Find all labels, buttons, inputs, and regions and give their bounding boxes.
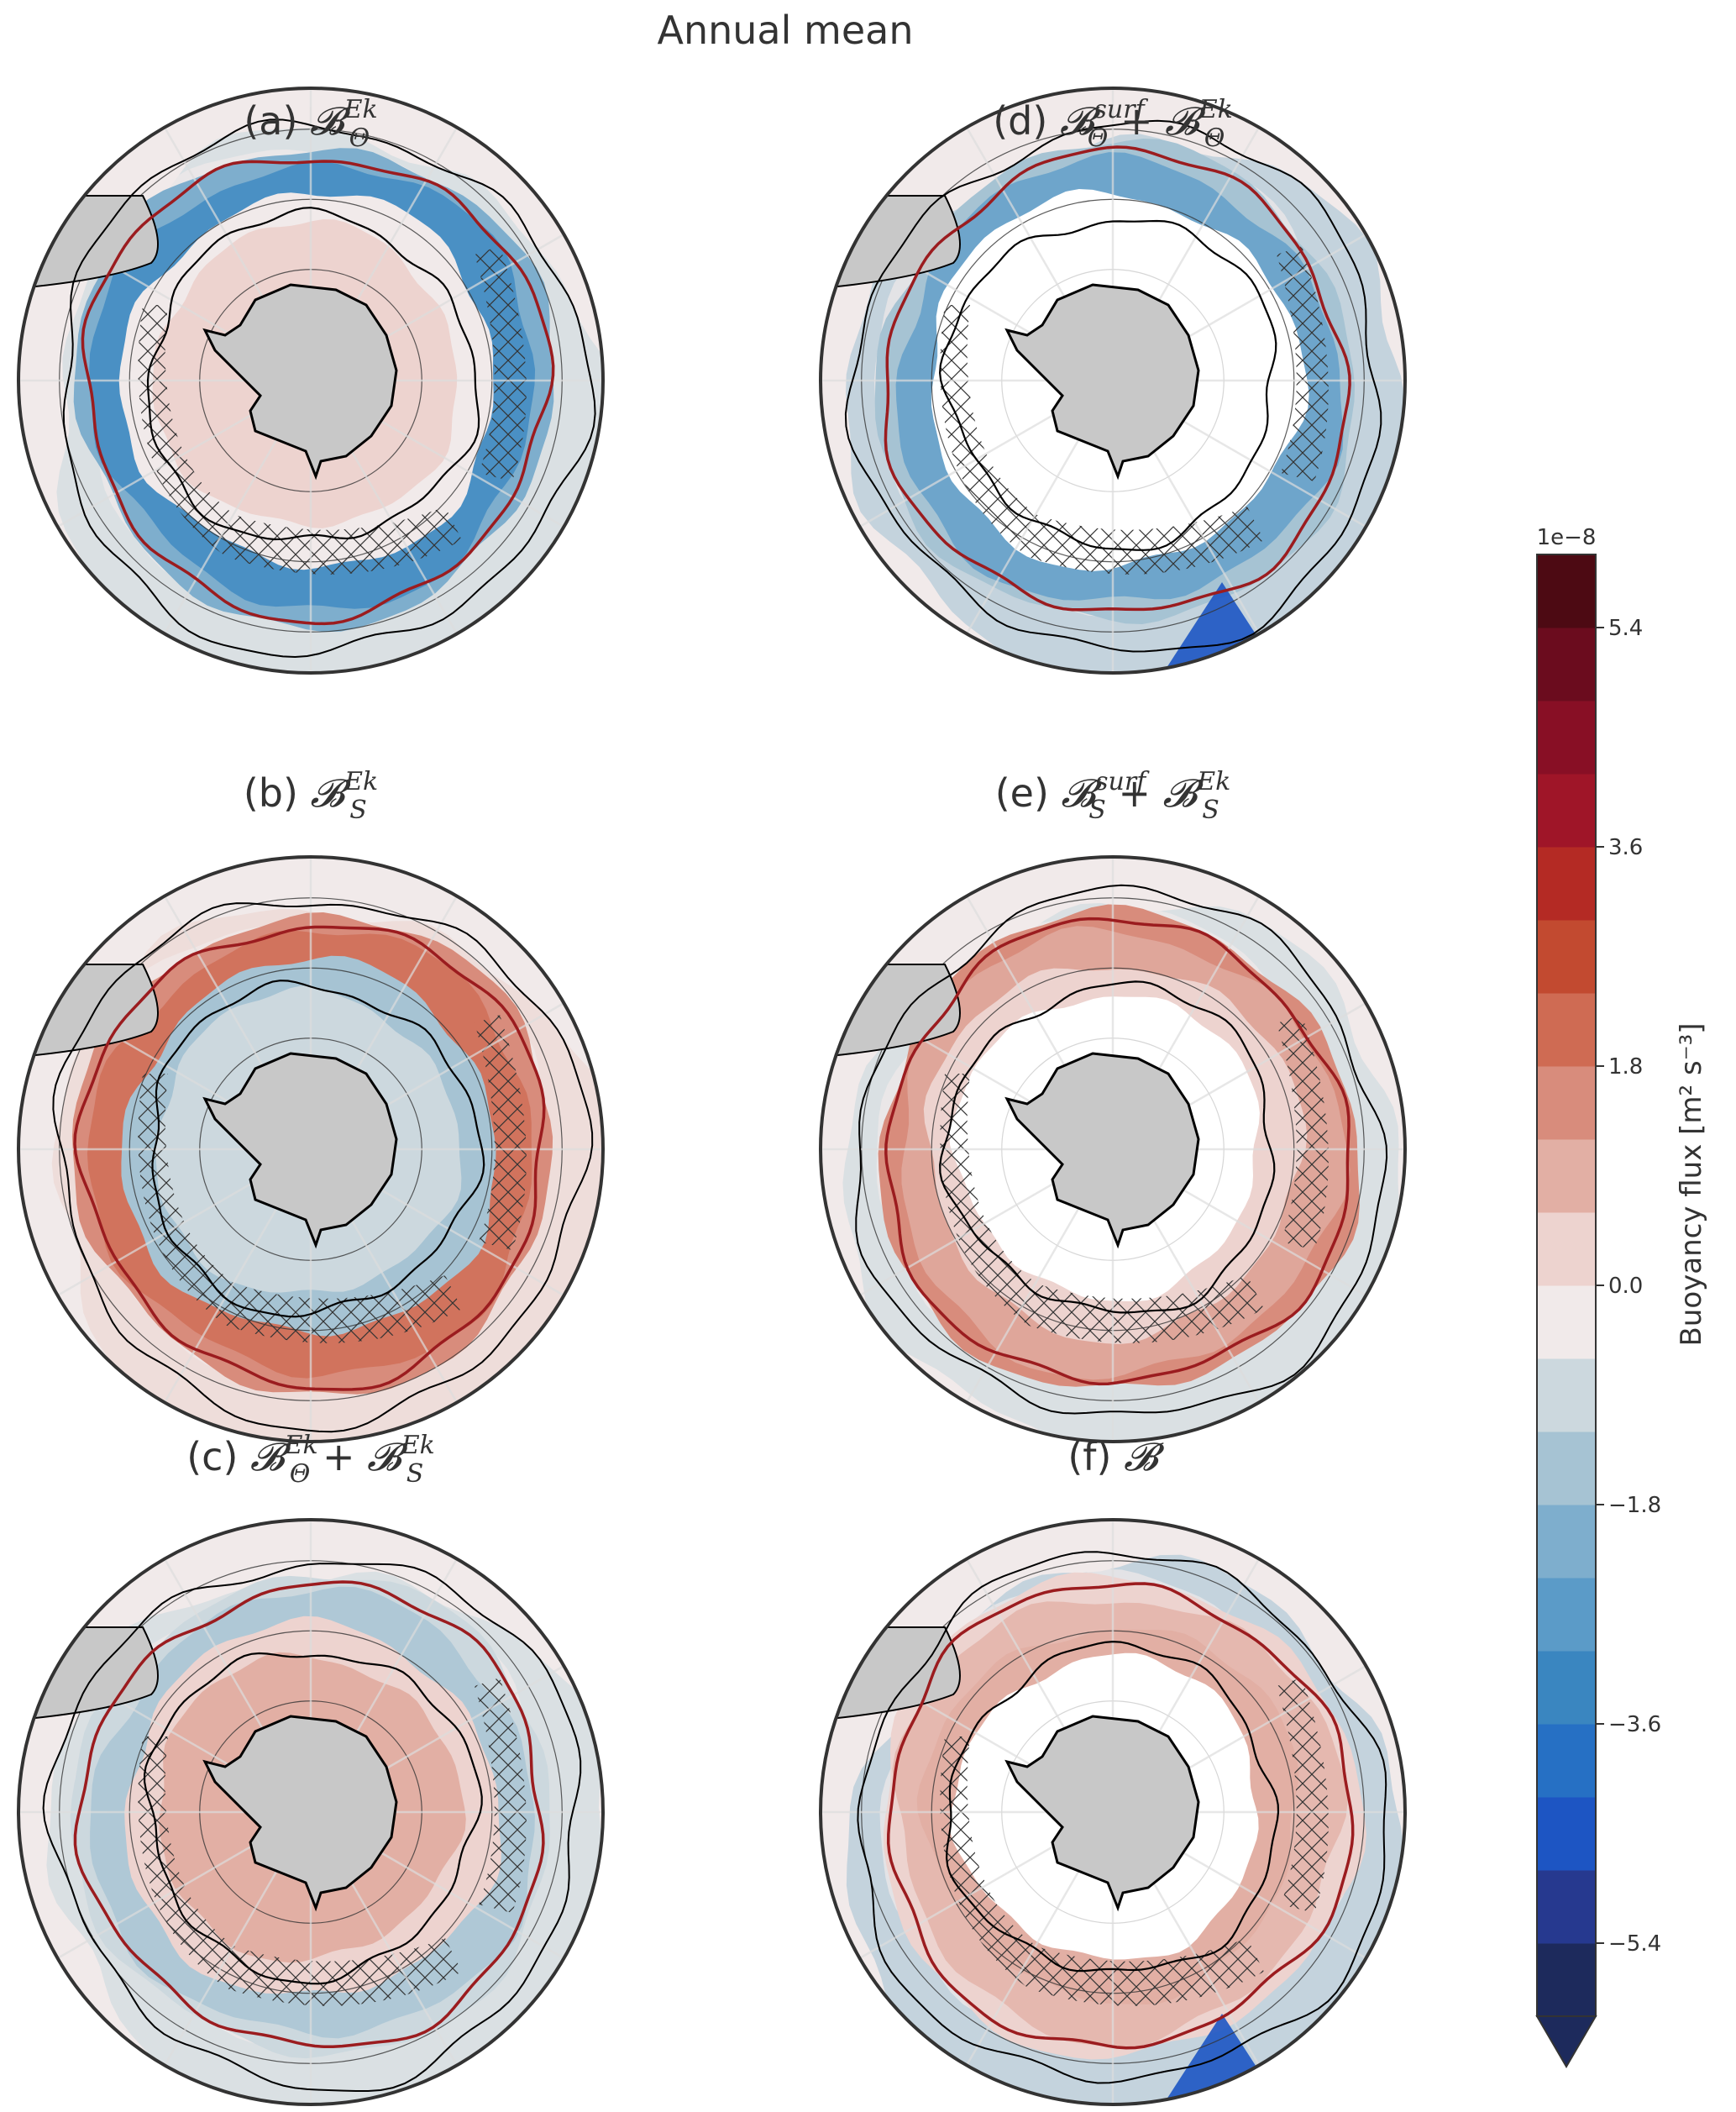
zero-contour bbox=[151, 980, 485, 1318]
map-border bbox=[17, 855, 605, 1443]
hatch-region bbox=[940, 1074, 1264, 1343]
colorbar-bin bbox=[1537, 847, 1596, 921]
hatch-region bbox=[475, 1015, 527, 1250]
colorbar-bin bbox=[1537, 993, 1596, 1067]
hatch-region bbox=[1277, 1015, 1329, 1250]
front-contour bbox=[73, 1580, 545, 2049]
colorbar-tick-label: 1.8 bbox=[1608, 1054, 1643, 1080]
colorbar-bin bbox=[1537, 1651, 1596, 1725]
colorbar-bin bbox=[1537, 1578, 1596, 1652]
zero-contour bbox=[144, 1652, 483, 1985]
zero-contour bbox=[939, 980, 1276, 1314]
colorbar-bin bbox=[1537, 1432, 1596, 1505]
zero-contour bbox=[146, 207, 480, 541]
colorbar-bin bbox=[1537, 1505, 1596, 1579]
map-border bbox=[819, 87, 1407, 675]
colorbar-bin bbox=[1537, 554, 1596, 628]
colorbar-tick-label: −5.4 bbox=[1608, 1931, 1661, 1957]
colorbar-bin bbox=[1537, 774, 1596, 848]
map-border bbox=[17, 1518, 605, 2106]
colorbar-bin bbox=[1537, 1066, 1596, 1140]
colorbar-bin bbox=[1537, 1358, 1596, 1432]
hatch-region bbox=[475, 246, 527, 481]
front-contour bbox=[884, 917, 1351, 1386]
zero-contour bbox=[844, 119, 1382, 653]
colorbar-label: Buoyancy flux [m² s⁻³] bbox=[1675, 1022, 1708, 1346]
panel-c: (c) 𝓑Ek Θ + 𝓑Ek S bbox=[17, 1431, 605, 2106]
hatch-region bbox=[1277, 1678, 1329, 1913]
panel-title-a: (a) 𝓑Ek Θ bbox=[244, 95, 377, 153]
panel-a: (a) 𝓑Ek Θ bbox=[17, 87, 605, 675]
hatch-region bbox=[138, 305, 462, 575]
zero-contour bbox=[855, 884, 1388, 1415]
hatch-region bbox=[940, 305, 1264, 575]
panel-e: (e) 𝓑surf S + 𝓑Ek S bbox=[819, 767, 1407, 1443]
hatch-region bbox=[138, 1736, 462, 2006]
colorbar-bin bbox=[1537, 1212, 1596, 1286]
front-contour bbox=[81, 160, 555, 626]
colorbar-tick-label: −3.6 bbox=[1608, 1712, 1661, 1737]
map-border bbox=[819, 1518, 1407, 2106]
antarctica bbox=[202, 1715, 398, 1912]
antarctica bbox=[1004, 1715, 1200, 1912]
antarctica bbox=[202, 1052, 398, 1249]
colorbar-tick-label: 3.6 bbox=[1608, 835, 1643, 860]
panel-d: (d) 𝓑surf Θ + 𝓑Ek Θ bbox=[819, 87, 1407, 675]
colorbar-tick-label: −1.8 bbox=[1608, 1493, 1661, 1518]
panel-title-b: (b) 𝓑Ek S bbox=[244, 767, 378, 825]
colorbar-tick-label: 5.4 bbox=[1608, 616, 1643, 641]
antarctica bbox=[1004, 1052, 1200, 1249]
zero-contour bbox=[857, 1551, 1387, 2084]
front-contour bbox=[886, 1582, 1355, 2050]
zero-contour bbox=[938, 219, 1277, 551]
front-contour bbox=[884, 145, 1351, 612]
figure-title: Annual mean bbox=[658, 8, 914, 53]
panel-f: (f) 𝓑 bbox=[819, 1434, 1407, 2106]
colorbar-bin bbox=[1537, 1724, 1596, 1798]
map-border bbox=[819, 855, 1407, 1443]
panel-title-c: (c) 𝓑Ek Θ + 𝓑Ek S bbox=[186, 1431, 435, 1489]
colorbar-bin bbox=[1537, 1139, 1596, 1213]
colorbar-bin bbox=[1537, 1943, 1596, 2017]
colorbar-bin bbox=[1537, 920, 1596, 994]
panel-title-d: (d) 𝓑surf Θ + 𝓑Ek Θ bbox=[993, 95, 1233, 153]
colorbar-bin bbox=[1537, 1870, 1596, 1944]
zero-contour bbox=[945, 1640, 1280, 1973]
zero-contour bbox=[62, 118, 596, 659]
hatch-region bbox=[1277, 246, 1329, 481]
colorbar-bin bbox=[1537, 1285, 1596, 1359]
antarctica bbox=[202, 283, 398, 481]
colorbar-bin bbox=[1537, 701, 1596, 775]
panel-b: (b) 𝓑Ek S bbox=[17, 767, 605, 1443]
panel-title-f: (f) 𝓑 bbox=[1067, 1434, 1165, 1479]
map-border bbox=[17, 87, 605, 675]
hatch-region bbox=[475, 1678, 527, 1913]
front-contour bbox=[73, 925, 546, 1391]
colorbar-offset: 1e−8 bbox=[1537, 525, 1597, 550]
zero-contour bbox=[42, 1563, 582, 2092]
colorbar-extend-arrow bbox=[1535, 2015, 1597, 2068]
colorbar-bin bbox=[1537, 628, 1596, 701]
zero-contour bbox=[52, 902, 594, 1433]
colorbar: 5.4 3.6 1.8 0.0 −1.8 −3.6 −5.4 1e−8 Buoyancy flu… bbox=[1535, 525, 1708, 2068]
colorbar-tick-label: 0.0 bbox=[1608, 1274, 1643, 1299]
hatch-region bbox=[940, 1736, 1264, 2006]
colorbar-bin bbox=[1537, 1797, 1596, 1871]
hatch-region bbox=[138, 1074, 462, 1343]
antarctica bbox=[1004, 283, 1200, 481]
panel-title-e: (e) 𝓑surf S + 𝓑Ek S bbox=[995, 767, 1231, 825]
